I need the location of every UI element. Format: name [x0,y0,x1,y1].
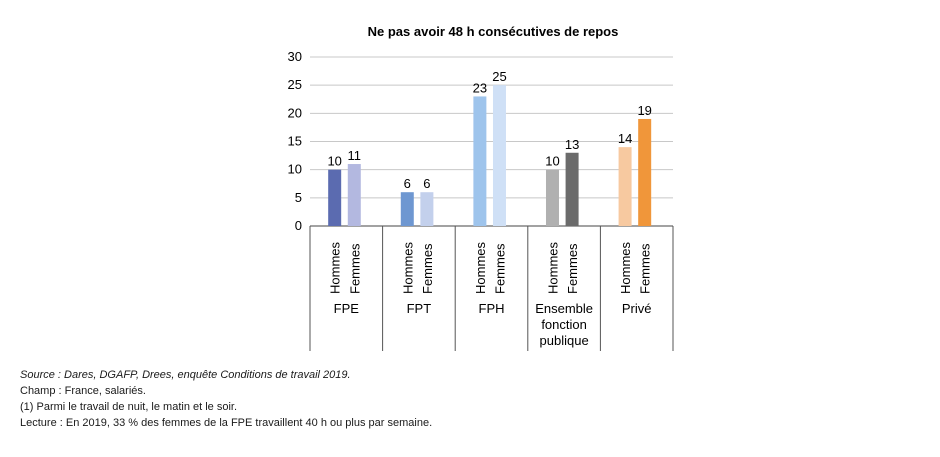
y-tick-label: 0 [295,218,302,233]
series-label: Hommes [618,241,633,294]
data-label: 11 [348,148,362,163]
bar [473,96,487,226]
y-tick-label: 5 [295,190,302,205]
data-label: 25 [492,69,506,84]
bar-chart: Ne pas avoir 48 h consécutives de repos … [288,24,674,351]
data-label: 6 [423,176,430,191]
lecture-note: Lecture : En 2019, 33 % des femmes de la… [20,417,433,429]
bar [420,192,434,226]
y-tick-label: 10 [288,162,302,177]
category-label: fonction [541,317,587,332]
data-label: 10 [545,154,559,169]
chart-title: Ne pas avoir 48 h consécutives de repos [368,24,619,39]
bar [638,118,652,226]
series-label: Femmes [347,243,362,294]
data-label: 10 [327,154,341,169]
x-axis: Hommes Femmes FPE Hommes Femmes FPT Hommes Femm… [309,226,674,351]
series-label: Femmes [565,243,580,294]
category-label: Ensemble [535,301,593,316]
y-tick-label: 25 [288,77,302,92]
series-label: Femmes [638,243,653,294]
series-label: Femmes [492,243,507,294]
series-label: Femmes [420,243,435,294]
chart-notes: Source : Dares, DGAFP, Drees, enquête Co… [20,367,432,431]
bar [565,152,579,226]
bars: 10 11 6 6 23 25 10 13 14 19 [327,69,652,227]
y-tick-label: 15 [288,134,302,149]
bar [328,169,342,226]
series-label: Hommes [400,241,415,294]
footnote-1: (1) Parmi le travail de nuit, le matin e… [20,401,238,413]
gridlines [310,56,673,227]
series-label: Hommes [473,241,488,294]
data-label: 23 [473,80,487,95]
category-label: Privé [622,301,652,316]
category-label: FPE [334,301,360,316]
data-label: 19 [637,103,651,118]
series-label: Hommes [545,241,560,294]
y-axis: 0 5 10 15 20 25 30 [288,49,302,233]
bar [545,169,559,226]
bar [618,147,632,226]
champ-note: Champ : France, salariés. [20,385,146,397]
bar [400,192,414,226]
category-label: FPT [407,301,432,316]
bar [492,85,506,227]
y-tick-label: 30 [288,49,302,64]
data-label: 13 [565,137,579,152]
category-label: publique [540,333,589,348]
source-note: Source : Dares, DGAFP, Drees, enquête Co… [20,369,351,381]
data-label: 6 [404,176,411,191]
data-label: 14 [618,131,632,146]
y-tick-label: 20 [288,105,302,120]
bar [347,164,361,226]
series-label: Hommes [328,241,343,294]
category-label: FPH [479,301,505,316]
